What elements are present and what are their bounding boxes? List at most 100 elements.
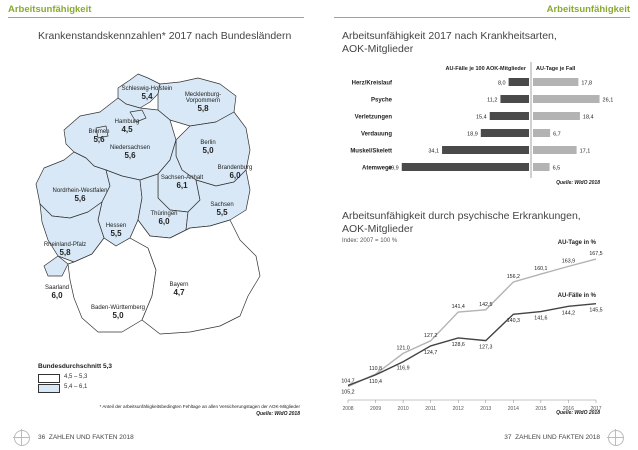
- state-label-saarland: Saarland 6,0: [44, 285, 70, 300]
- line-data-label: 141,6: [534, 316, 547, 322]
- region-bremen: [95, 125, 109, 139]
- bar-days-value: 18,4: [583, 115, 594, 121]
- crosshair-icon-left: [13, 429, 30, 446]
- state-label-mecklenburg-vorpommern: Mecklenburg-Vorpommern 5,8: [184, 92, 222, 113]
- line-data-label: 121,0: [396, 345, 409, 351]
- bar-legend-days: AU-Tage je Fall: [536, 66, 576, 72]
- line-data-label: 128,6: [452, 342, 465, 348]
- map-source: Quelle: WIdO 2018: [256, 411, 300, 417]
- bar-cases-value: 11,2: [487, 98, 497, 104]
- line-data-label: 156,2: [507, 274, 520, 280]
- line-x-tick-label: 2009: [370, 406, 381, 412]
- bar-category-label: Verletzungen: [355, 115, 393, 121]
- state-label-berlin: Berlin 5,0: [200, 140, 216, 155]
- state-label-bayern: Bayern 4,7: [169, 282, 189, 297]
- bar-cases: [489, 112, 529, 120]
- bar-cases-value: 34,1: [428, 149, 439, 155]
- line-data-label: 142,5: [479, 302, 492, 308]
- line-data-label: 160,1: [534, 266, 547, 272]
- bar-days-value: 6,7: [553, 132, 561, 138]
- line-data-label: 167,5: [589, 251, 602, 257]
- bar-category-label: Herz/Kreislauf: [352, 81, 393, 87]
- legend-label-high: 5,4 – 6,1: [64, 384, 88, 390]
- section-tag-right: Arbeitsunfähigkeit: [546, 4, 630, 15]
- bar-cases: [508, 78, 529, 86]
- line-legend-days: AU-Tage in %: [558, 240, 597, 246]
- line-legend-cases: AU-Fälle in %: [558, 293, 597, 299]
- state-label-schleswig-holstein: Schleswig-Holstein 5,4: [121, 86, 173, 101]
- footer-left: 36 ZAHLEN UND FAKTEN 2018: [38, 434, 134, 441]
- bar-chart: AU-Fälle je 100 AOK-Mitglieder AU-Tage j…: [350, 62, 613, 178]
- line-data-label: 110,4: [369, 379, 382, 385]
- line-x-tick-label: 2013: [480, 406, 491, 412]
- bar-chart-title: Arbeitsunfähigkeit 2017 nach Krankheitsa…: [342, 30, 557, 55]
- line-chart-title: Arbeitsunfähigkeit durch psychische Erkr…: [342, 210, 581, 235]
- line-series-cases: [347, 303, 597, 387]
- bar-cases-value: 49,9: [388, 166, 399, 172]
- bar-days: [533, 129, 551, 137]
- germany-map: [35, 73, 261, 335]
- line-data-label: 127,3: [479, 345, 492, 351]
- state-label-niedersachsen: Niedersachsen 5,6: [109, 145, 151, 160]
- bar-category-label: Atemwege: [362, 166, 393, 172]
- map-footnote: * Anteil der arbeitsunfähigkeitsbedingte…: [99, 404, 300, 409]
- line-data-label: 145,5: [589, 308, 602, 314]
- header-rule-left: [8, 17, 304, 18]
- footer-text-right: ZAHLEN UND FAKTEN 2018: [515, 434, 600, 441]
- state-label-sachsen-anhalt: Sachsen-Anhalt 6,1: [160, 175, 204, 190]
- state-label-sachsen: Sachsen 5,5: [210, 202, 234, 217]
- bar-category-label: Muskel/Skelett: [350, 149, 392, 155]
- bar-days: [533, 95, 600, 103]
- line-x-tick-label: 2014: [508, 406, 519, 412]
- page-number-right: 37: [504, 434, 512, 441]
- state-label-rheinland-pfalz: Rheinland-Pfalz 5,8: [43, 242, 87, 257]
- state-label-thueringen: Thüringen 6,0: [150, 211, 178, 226]
- legend-swatch-high: [38, 384, 60, 393]
- line-data-label: 144,2: [562, 310, 575, 316]
- line-data-label: 141,4: [452, 304, 465, 310]
- bar-category-label: Verdauung: [361, 132, 392, 138]
- bar-category-label: Psyche: [371, 98, 393, 104]
- map-title: Krankenstandskennzahlen* 2017 nach Bunde…: [38, 30, 292, 42]
- line-x-tick-label: 2017: [590, 406, 601, 412]
- bar-days-value: 17,8: [581, 81, 592, 87]
- line-data-label: 105,2: [341, 389, 354, 395]
- bar-cases: [480, 129, 529, 137]
- line-series-days: [347, 258, 597, 388]
- line-x-tick-label: 2011: [425, 406, 436, 412]
- bar-cases: [442, 146, 529, 154]
- crosshair-icon-right: [607, 429, 624, 446]
- line-x-tick-label: 2015: [535, 406, 546, 412]
- bar-cases: [500, 95, 529, 103]
- line-chart: 104,7 110,8 121,0 127,2 141,4 142,5 156,2 160,1…: [341, 240, 602, 412]
- line-x-tick-label: 2010: [398, 406, 409, 412]
- bar-cases-value: 8,0: [498, 81, 506, 87]
- line-x-tick-label: 2008: [342, 406, 353, 412]
- bar-cases-value: 15,4: [476, 115, 487, 121]
- bar-legend-cases: AU-Fälle je 100 AOK-Mitglieder: [446, 66, 527, 72]
- line-x-tick-label: 2016: [563, 406, 574, 412]
- bar-cases: [401, 163, 529, 171]
- state-label-nordrhein-westfalen: Nordrhein-Westfalen 5,6: [52, 188, 108, 203]
- footer-right: 37 ZAHLEN UND FAKTEN 2018: [504, 434, 600, 441]
- line-data-label: 124,7: [424, 350, 437, 356]
- bar-cases-value: 18,9: [467, 132, 478, 138]
- line-x-tick-label: 2012: [453, 406, 464, 412]
- line-data-label: 163,9: [562, 258, 575, 264]
- line-data-label: 116,9: [397, 366, 410, 372]
- bar-source: Quelle: WIdO 2018: [556, 180, 600, 186]
- bar-days-value: 17,1: [580, 149, 591, 155]
- legend-swatch-low: [38, 374, 60, 383]
- bar-days-value: 6,5: [553, 166, 561, 172]
- bar-days: [533, 112, 580, 120]
- region-bayern: [129, 219, 261, 335]
- state-label-baden-wuerttemberg: Baden-Württemberg 5,0: [90, 305, 146, 320]
- state-label-hessen: Hessen 5,5: [105, 223, 127, 238]
- state-label-hamburg: Hamburg 4,5: [114, 119, 140, 134]
- header-rule-right: [334, 17, 630, 18]
- section-tag-left: Arbeitsunfähigkeit: [8, 4, 92, 15]
- bar-days: [533, 146, 577, 154]
- line-data-label: 104,7: [341, 378, 354, 384]
- line-data-label: 140,3: [507, 318, 520, 324]
- state-label-brandenburg: Brandenburg 6,0: [217, 165, 253, 180]
